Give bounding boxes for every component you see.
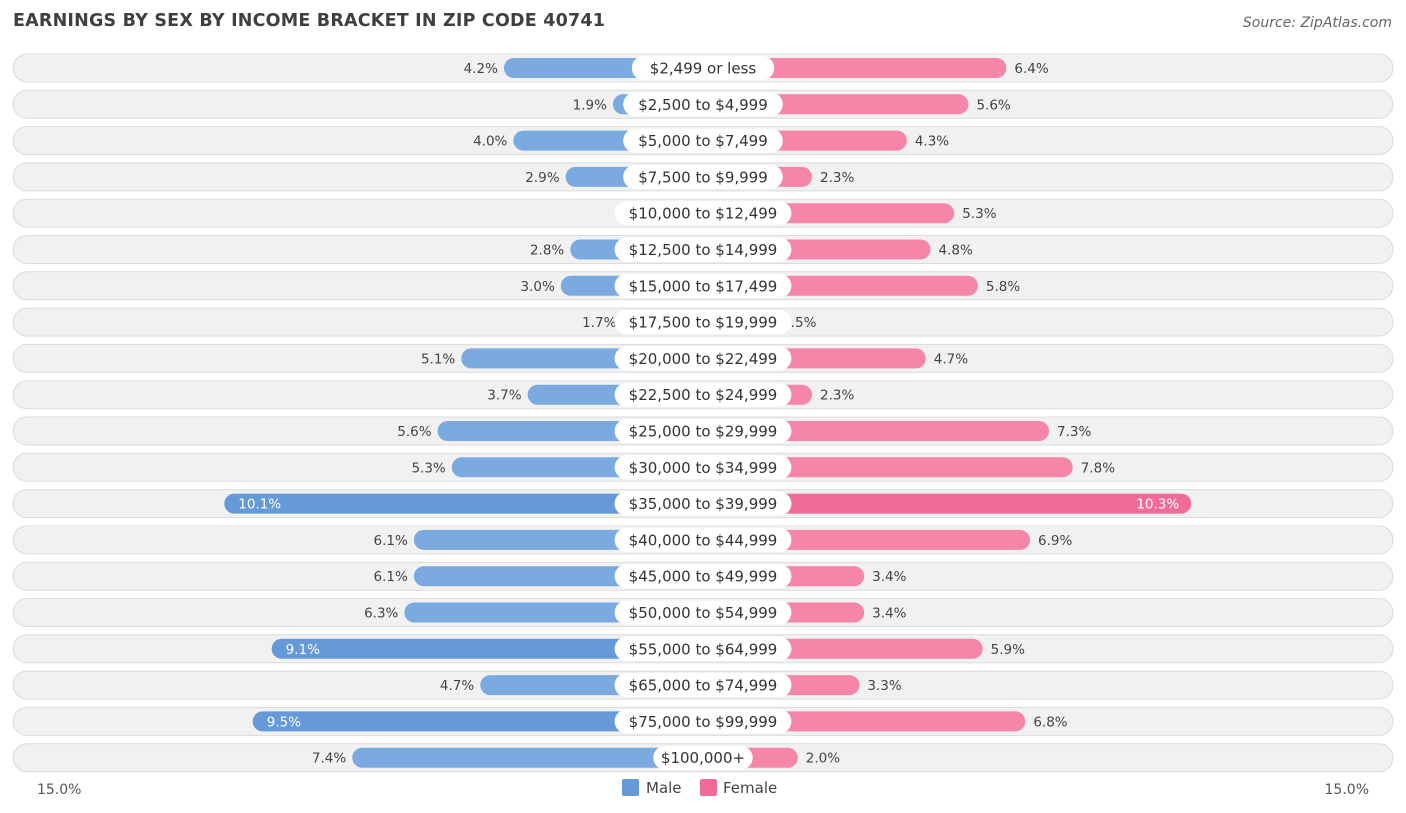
category-label: $75,000 to $99,999 bbox=[629, 713, 778, 731]
female-value-label: 4.7% bbox=[934, 351, 968, 367]
female-value-label: 6.8% bbox=[1033, 714, 1067, 730]
category-pill bbox=[614, 419, 792, 443]
male-value-label: 5.3% bbox=[411, 460, 445, 476]
category-label: $17,500 to $19,999 bbox=[629, 314, 778, 332]
female-value-label: 10.3% bbox=[1136, 497, 1179, 513]
category-pill bbox=[614, 636, 792, 661]
male-value-label: 3.0% bbox=[520, 279, 554, 295]
female-bar bbox=[703, 457, 1073, 478]
category-label: $45,000 to $49,999 bbox=[629, 568, 778, 586]
category-pill bbox=[653, 745, 753, 770]
category-pill bbox=[623, 92, 783, 117]
category-pill bbox=[623, 164, 783, 189]
female-value-label: 3.4% bbox=[872, 606, 906, 622]
female-value-label: 5.3% bbox=[962, 206, 996, 222]
category-label: $7,500 to $9,999 bbox=[638, 168, 768, 186]
female-bar bbox=[703, 493, 1192, 514]
category-label: $2,499 or less bbox=[650, 60, 757, 78]
category-pill bbox=[614, 600, 792, 625]
male-bar bbox=[271, 638, 703, 659]
female-value-label: 5.8% bbox=[986, 279, 1020, 295]
male-value-label: 2.9% bbox=[525, 170, 559, 186]
category-pill bbox=[614, 673, 792, 698]
female-value-label: 3.4% bbox=[872, 569, 906, 585]
category-label: $35,000 to $39,999 bbox=[629, 495, 778, 513]
male-value-label: 1.7% bbox=[582, 315, 616, 331]
female-value-label: 3.3% bbox=[867, 678, 901, 694]
category-pill bbox=[614, 237, 792, 262]
legend-male-swatch bbox=[622, 779, 639, 796]
female-value-label: 5.6% bbox=[976, 97, 1010, 113]
category-pill bbox=[614, 201, 792, 226]
male-value-label: 3.7% bbox=[487, 388, 521, 404]
legend-female-swatch bbox=[700, 779, 717, 796]
legend-female-label: Female bbox=[723, 779, 777, 797]
chart-title: EARNINGS BY SEX BY INCOME BRACKET IN ZIP… bbox=[13, 11, 606, 31]
category-pill bbox=[623, 128, 783, 153]
male-value-label: 1.9% bbox=[573, 97, 607, 113]
axis-label-left: 15.0% bbox=[37, 782, 81, 798]
male-value-label: 9.1% bbox=[286, 642, 320, 658]
category-label: $20,000 to $22,499 bbox=[629, 350, 778, 368]
female-value-label: 4.3% bbox=[915, 134, 949, 150]
category-pill bbox=[631, 56, 775, 80]
category-label: $5,000 to $7,499 bbox=[638, 132, 768, 150]
legend-male-label: Male bbox=[646, 779, 682, 797]
male-value-label: 6.1% bbox=[374, 533, 408, 549]
male-value-label: 7.4% bbox=[312, 751, 346, 767]
female-value-label: 7.8% bbox=[1081, 460, 1115, 476]
male-value-label: 9.5% bbox=[267, 714, 301, 730]
male-value-label: 5.6% bbox=[397, 424, 431, 440]
source-credit: Source: ZipAtlas.com bbox=[1242, 15, 1392, 31]
category-pill bbox=[614, 382, 792, 407]
category-label: $50,000 to $54,999 bbox=[629, 604, 778, 622]
female-value-label: 2.0% bbox=[806, 751, 840, 767]
female-value-label: 2.3% bbox=[820, 170, 854, 186]
male-bar bbox=[252, 711, 703, 732]
male-value-label: 10.1% bbox=[238, 497, 281, 513]
category-pill bbox=[614, 273, 792, 298]
category-pill bbox=[614, 310, 792, 335]
female-value-label: 5.9% bbox=[991, 642, 1025, 658]
male-value-label: 6.1% bbox=[374, 569, 408, 585]
male-bar bbox=[352, 747, 703, 768]
male-bar bbox=[224, 493, 703, 514]
male-value-label: 4.2% bbox=[464, 61, 498, 77]
female-value-label: 6.4% bbox=[1014, 61, 1048, 77]
category-pill bbox=[614, 346, 792, 371]
male-value-label: 6.3% bbox=[364, 606, 398, 622]
category-pill bbox=[614, 455, 792, 480]
category-label: $22,500 to $24,999 bbox=[629, 386, 778, 404]
category-label: $100,000+ bbox=[661, 749, 745, 767]
category-label: $15,000 to $17,499 bbox=[629, 277, 778, 295]
category-label: $40,000 to $44,999 bbox=[629, 531, 778, 549]
category-label: $30,000 to $34,999 bbox=[629, 459, 778, 477]
male-value-label: 2.8% bbox=[530, 243, 564, 259]
category-pill bbox=[614, 527, 792, 552]
female-bar bbox=[703, 58, 1007, 78]
category-label: $10,000 to $12,499 bbox=[629, 205, 778, 223]
female-value-label: 7.3% bbox=[1057, 424, 1091, 440]
category-pill bbox=[614, 709, 792, 734]
category-pill bbox=[614, 491, 792, 516]
category-label: $2,500 to $4,999 bbox=[638, 96, 768, 114]
category-label: $55,000 to $64,999 bbox=[629, 640, 778, 658]
male-value-label: 4.7% bbox=[440, 678, 474, 694]
category-pill bbox=[614, 564, 792, 589]
category-label: $65,000 to $74,999 bbox=[629, 677, 778, 695]
category-label: $25,000 to $29,999 bbox=[629, 423, 778, 441]
female-value-label: 4.8% bbox=[939, 243, 973, 259]
axis-label-right: 15.0% bbox=[1325, 782, 1369, 798]
male-value-label: 4.0% bbox=[473, 134, 507, 150]
category-label: $12,500 to $14,999 bbox=[629, 241, 778, 259]
female-value-label: 6.9% bbox=[1038, 533, 1072, 549]
male-value-label: 5.1% bbox=[421, 351, 455, 367]
female-value-label: 2.3% bbox=[820, 388, 854, 404]
